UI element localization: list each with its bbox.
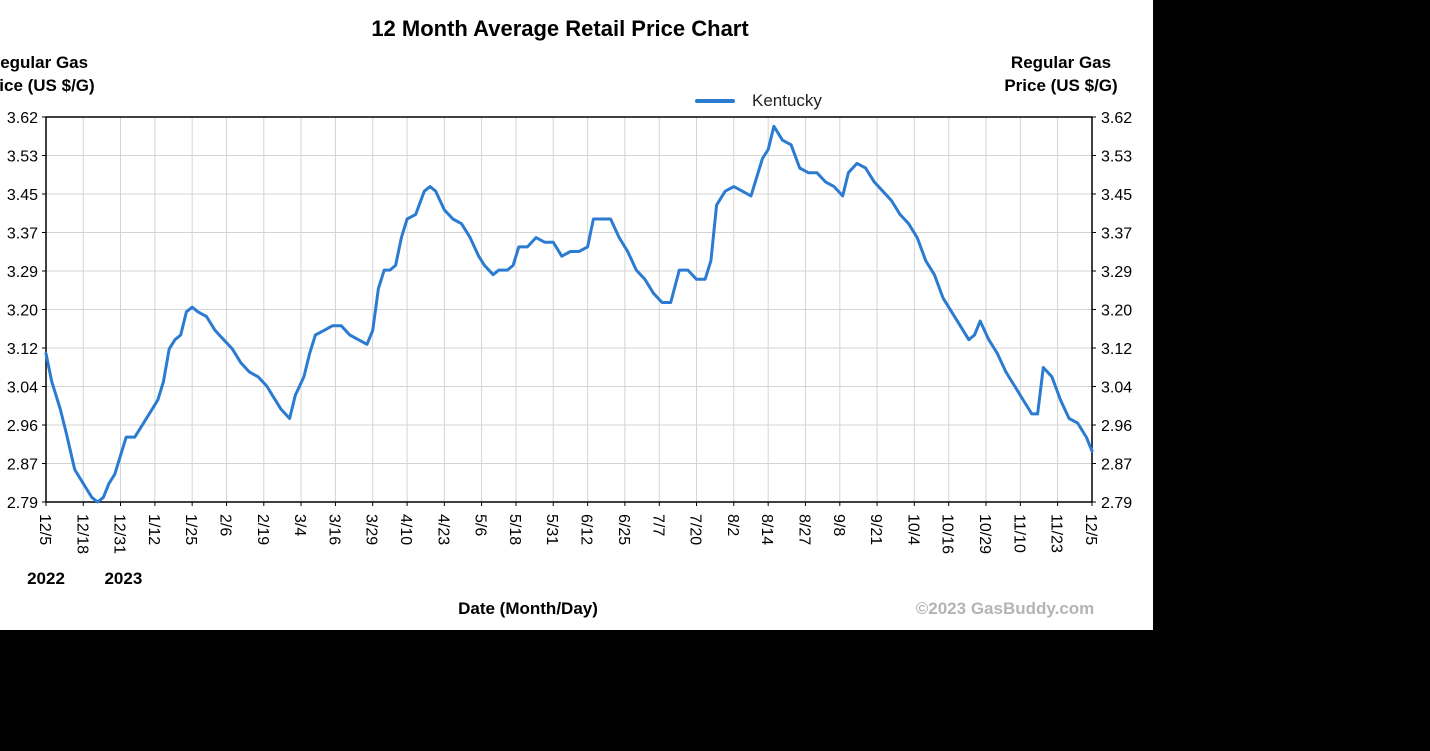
x-tick-label: 8/27: [795, 514, 812, 545]
year-labels: 2022 2023: [27, 569, 142, 588]
x-tick-label: 1/25: [182, 514, 199, 545]
y-tick-label-right: 3.62: [1101, 110, 1132, 127]
y-tick-label-left: 3.45: [7, 187, 38, 204]
x-tick-label: 4/10: [397, 514, 414, 545]
y-tick-label-left: 3.29: [7, 264, 38, 281]
y-tick-label-right: 3.29: [1101, 264, 1132, 281]
legend: Kentucky: [695, 91, 822, 110]
x-tick-label: 11/23: [1048, 514, 1065, 553]
x-tick-label: 2/19: [254, 514, 271, 545]
x-tick-label: 5/31: [543, 514, 560, 545]
x-tick-label: 6/12: [578, 514, 595, 545]
y-tick-label-right: 2.79: [1101, 495, 1132, 512]
x-tick-label: 2/6: [217, 514, 234, 536]
y-tick-label-left: 3.12: [7, 341, 38, 358]
y-tick-label-left: 3.37: [7, 226, 38, 243]
year-label: 2022: [27, 569, 65, 588]
x-tick-label: 3/29: [363, 514, 380, 545]
y-tick-label-right: 3.45: [1101, 187, 1132, 204]
x-tick-label: 5/6: [472, 514, 489, 536]
series-line-kentucky: [44, 124, 1094, 504]
y-tick-label-left: 2.96: [7, 418, 38, 435]
chart-title: 12 Month Average Retail Price Chart: [371, 16, 749, 41]
left-axis-title-line1: Regular Gas: [0, 53, 88, 72]
right-axis-title-line1: Regular Gas: [1011, 53, 1111, 72]
y-tick-label-left: 2.79: [7, 495, 38, 512]
y-tick-label-left: 3.62: [7, 110, 38, 127]
x-tick-label: 12/5: [36, 514, 53, 545]
x-tick-label: 12/31: [111, 514, 128, 554]
x-tick-label: 11/10: [1010, 514, 1027, 553]
y-tick-label-left: 3.04: [7, 380, 38, 397]
x-tick-label: 12/5: [1082, 514, 1099, 545]
x-tick-labels: 12/5 12/18 12/31 1/12 1/25 2/6 2/19 3/4 3/16 3/29…: [36, 502, 1099, 554]
y-tick-label-right: 3.20: [1101, 303, 1132, 320]
x-tick-label: 7/20: [687, 514, 704, 545]
y-tick-label-right: 2.96: [1101, 418, 1132, 435]
credit-text: ©2023 GasBuddy.com: [916, 599, 1095, 618]
y-tick-labels: 3.62 3.62 3.53 3.53 3.45 3.45 3.37 3.37 3.29 3.29…: [7, 110, 1132, 512]
x-tick-label: 4/23: [434, 514, 451, 545]
series-lines: [44, 124, 1094, 504]
left-axis-title-line2: Price (US $/G): [0, 76, 95, 95]
x-tick-label: 3/16: [325, 514, 342, 545]
x-tick-label: 7/7: [649, 514, 666, 536]
y-tick-label-left: 3.53: [7, 149, 38, 166]
y-tick-label-right: 3.37: [1101, 226, 1132, 243]
y-tick-label-right: 3.12: [1101, 341, 1132, 358]
x-tick-label: 8/14: [758, 514, 775, 545]
price-chart: 12 Month Average Retail Price Chart Regu…: [0, 16, 1133, 618]
x-tick-label: 9/21: [867, 514, 884, 545]
y-tick-label-left: 2.87: [7, 457, 38, 474]
x-tick-label: 1/12: [145, 514, 162, 545]
x-axis-title: Date (Month/Day): [458, 599, 598, 618]
y-tick-label-left: 3.20: [7, 303, 38, 320]
x-tick-label: 10/4: [904, 514, 921, 545]
y-tick-label-right: 2.87: [1101, 457, 1132, 474]
x-tick-label: 12/18: [73, 514, 90, 554]
x-tick-label: 5/18: [506, 514, 523, 545]
year-label: 2023: [104, 569, 142, 588]
x-tick-label: 3/4: [291, 514, 308, 536]
y-tick-label-right: 3.53: [1101, 149, 1132, 166]
y-tick-label-right: 3.04: [1101, 380, 1132, 397]
x-tick-label: 10/29: [976, 514, 993, 554]
x-tick-label: 10/16: [939, 514, 956, 554]
right-axis-title-line2: Price (US $/G): [1004, 76, 1117, 95]
legend-label-kentucky: Kentucky: [752, 91, 822, 110]
x-tick-label: 9/8: [830, 514, 847, 536]
x-tick-label: 8/2: [724, 514, 741, 536]
x-tick-label: 6/25: [615, 514, 632, 545]
chart-panel: 12 Month Average Retail Price Chart Regu…: [0, 0, 1153, 630]
